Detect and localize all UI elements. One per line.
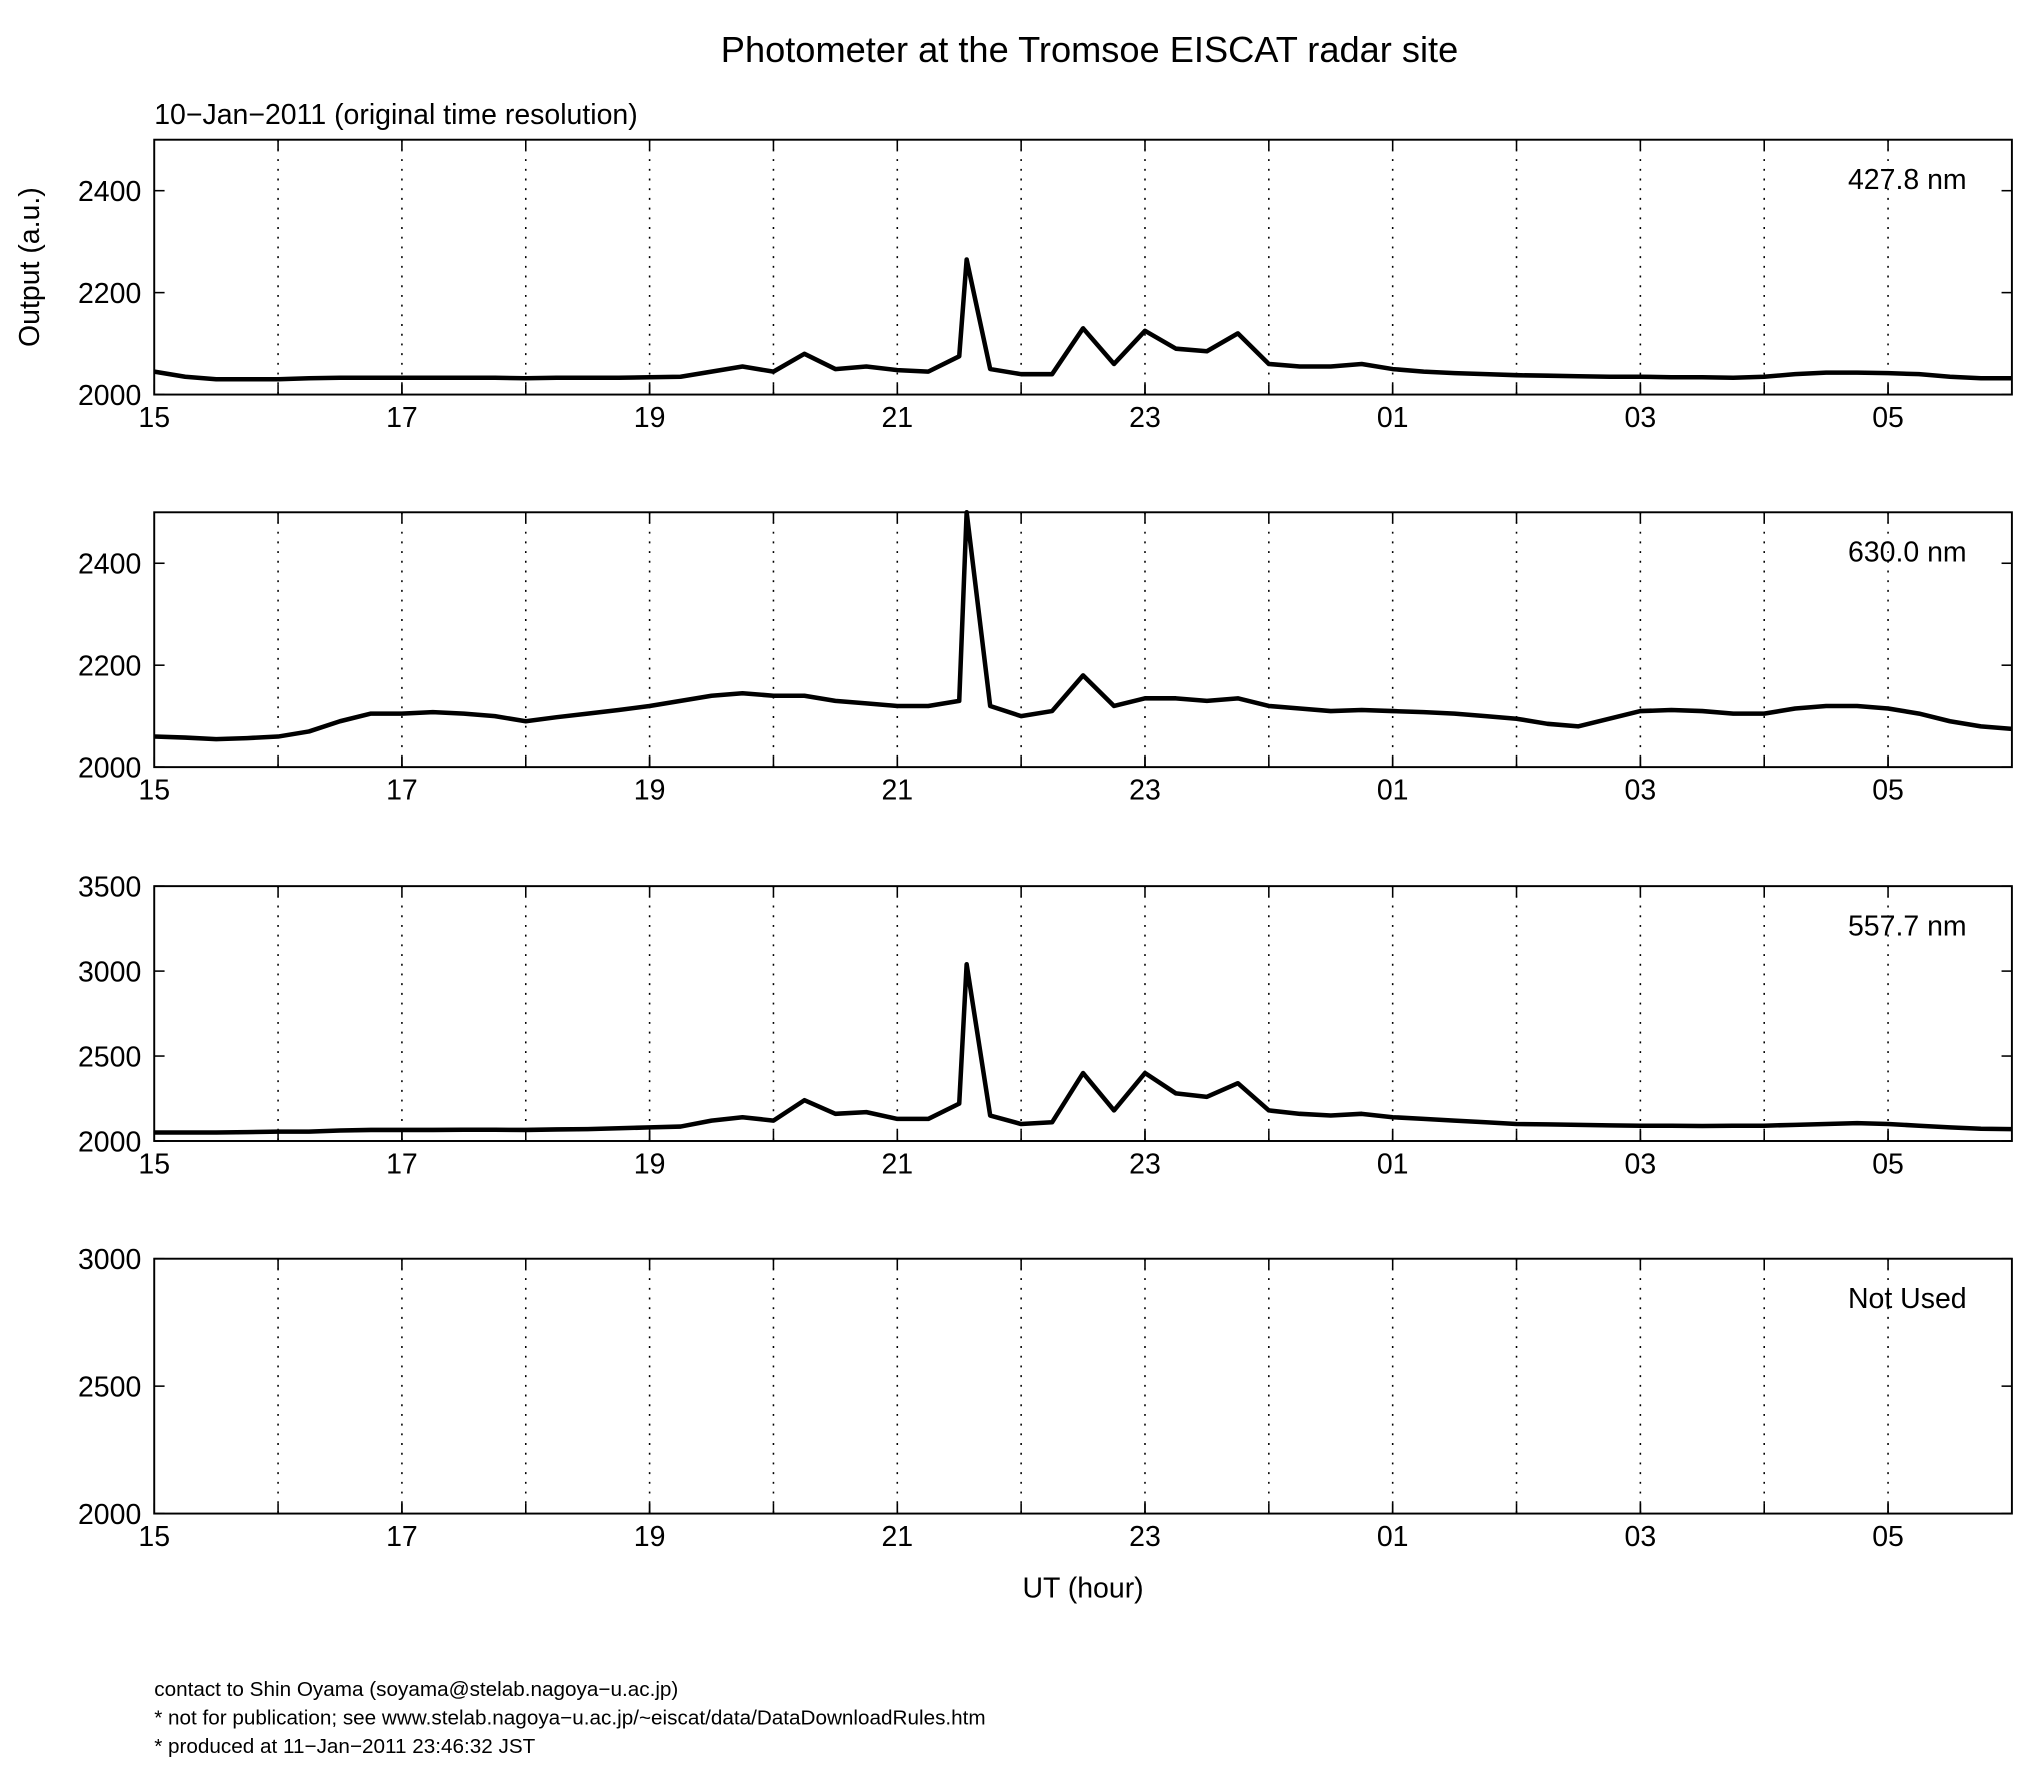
plot-frame xyxy=(153,1257,2013,1515)
chart-title: Photometer at the Tromsoe EISCAT radar s… xyxy=(721,29,1458,70)
x-tick-label: 17 xyxy=(386,1521,418,1553)
x-tick-label: 01 xyxy=(1377,1148,1409,1180)
y-tick-label: 2000 xyxy=(78,1499,141,1531)
plot-frame xyxy=(153,885,2013,1142)
x-tick-label: 23 xyxy=(1129,1148,1161,1180)
x-tick-label: 23 xyxy=(1129,1521,1161,1553)
x-tick-label: 03 xyxy=(1625,1148,1657,1180)
x-tick-label: 01 xyxy=(1377,1521,1409,1553)
y-tick-label: 2500 xyxy=(78,1041,141,1073)
x-tick-label: 03 xyxy=(1625,1521,1657,1553)
legend-label: 427.8 nm xyxy=(1848,164,1967,196)
x-tick-label: 15 xyxy=(138,1521,170,1553)
footer-line: * produced at 11−Jan−2011 23:46:32 JST xyxy=(154,1735,535,1758)
y-tick-label: 2500 xyxy=(78,1371,141,1403)
x-tick-label: 05 xyxy=(1872,774,1904,806)
x-tick-label: 15 xyxy=(138,774,170,806)
x-tick-label: 23 xyxy=(1129,402,1161,434)
data-line xyxy=(154,962,2012,1135)
legend-label: 557.7 nm xyxy=(1848,910,1967,942)
x-tick-label: 05 xyxy=(1872,402,1904,434)
x-tick-label: 21 xyxy=(881,402,913,434)
y-tick-label: 2000 xyxy=(78,752,141,784)
y-tick-label: 2400 xyxy=(78,549,141,581)
x-tick-label: 17 xyxy=(386,402,418,434)
x-tick-label: 21 xyxy=(881,774,913,806)
x-tick-label: 05 xyxy=(1872,1148,1904,1180)
y-tick-label: 2400 xyxy=(78,176,141,208)
x-tick-label: 19 xyxy=(634,774,666,806)
footer-line: contact to Shin Oyama (soyama@stelab.nag… xyxy=(154,1678,678,1701)
y-tick-label: 2200 xyxy=(78,651,141,683)
x-tick-label: 19 xyxy=(634,1148,666,1180)
plot-frame xyxy=(153,511,2013,769)
legend-label: 630.0 nm xyxy=(1848,536,1967,568)
chart-subtitle: 10−Jan−2011 (original time resolution) xyxy=(154,99,637,131)
y-tick-label: 2000 xyxy=(78,1126,141,1158)
annotation: Not Used xyxy=(1848,1283,1967,1315)
y-tick-label: 3500 xyxy=(78,871,141,903)
x-axis-label: UT (hour) xyxy=(1022,1573,1143,1605)
x-tick-label: 19 xyxy=(634,1521,666,1553)
y-axis-label: Output (a.u.) xyxy=(14,187,46,347)
x-tick-label: 03 xyxy=(1625,774,1657,806)
y-tick-label: 2200 xyxy=(78,278,141,310)
x-tick-label: 15 xyxy=(138,1148,170,1180)
footer-line: * not for publication; see www.stelab.na… xyxy=(154,1706,985,1729)
data-line xyxy=(153,257,2012,382)
data-line xyxy=(154,510,2013,742)
plot-frame xyxy=(153,138,2013,396)
x-tick-label: 17 xyxy=(386,1148,418,1180)
x-tick-label: 19 xyxy=(634,402,666,434)
x-tick-label: 01 xyxy=(1377,774,1409,806)
x-tick-label: 21 xyxy=(881,1148,913,1180)
y-tick-label: 3000 xyxy=(78,956,141,988)
y-tick-label: 3000 xyxy=(78,1244,141,1276)
x-tick-label: 23 xyxy=(1129,774,1161,806)
x-tick-label: 15 xyxy=(138,402,170,434)
x-tick-label: 01 xyxy=(1377,402,1409,434)
x-tick-label: 05 xyxy=(1872,1521,1904,1553)
x-tick-label: 17 xyxy=(386,774,418,806)
y-tick-label: 2000 xyxy=(78,380,141,412)
x-tick-label: 03 xyxy=(1625,402,1657,434)
x-tick-label: 21 xyxy=(881,1521,913,1553)
